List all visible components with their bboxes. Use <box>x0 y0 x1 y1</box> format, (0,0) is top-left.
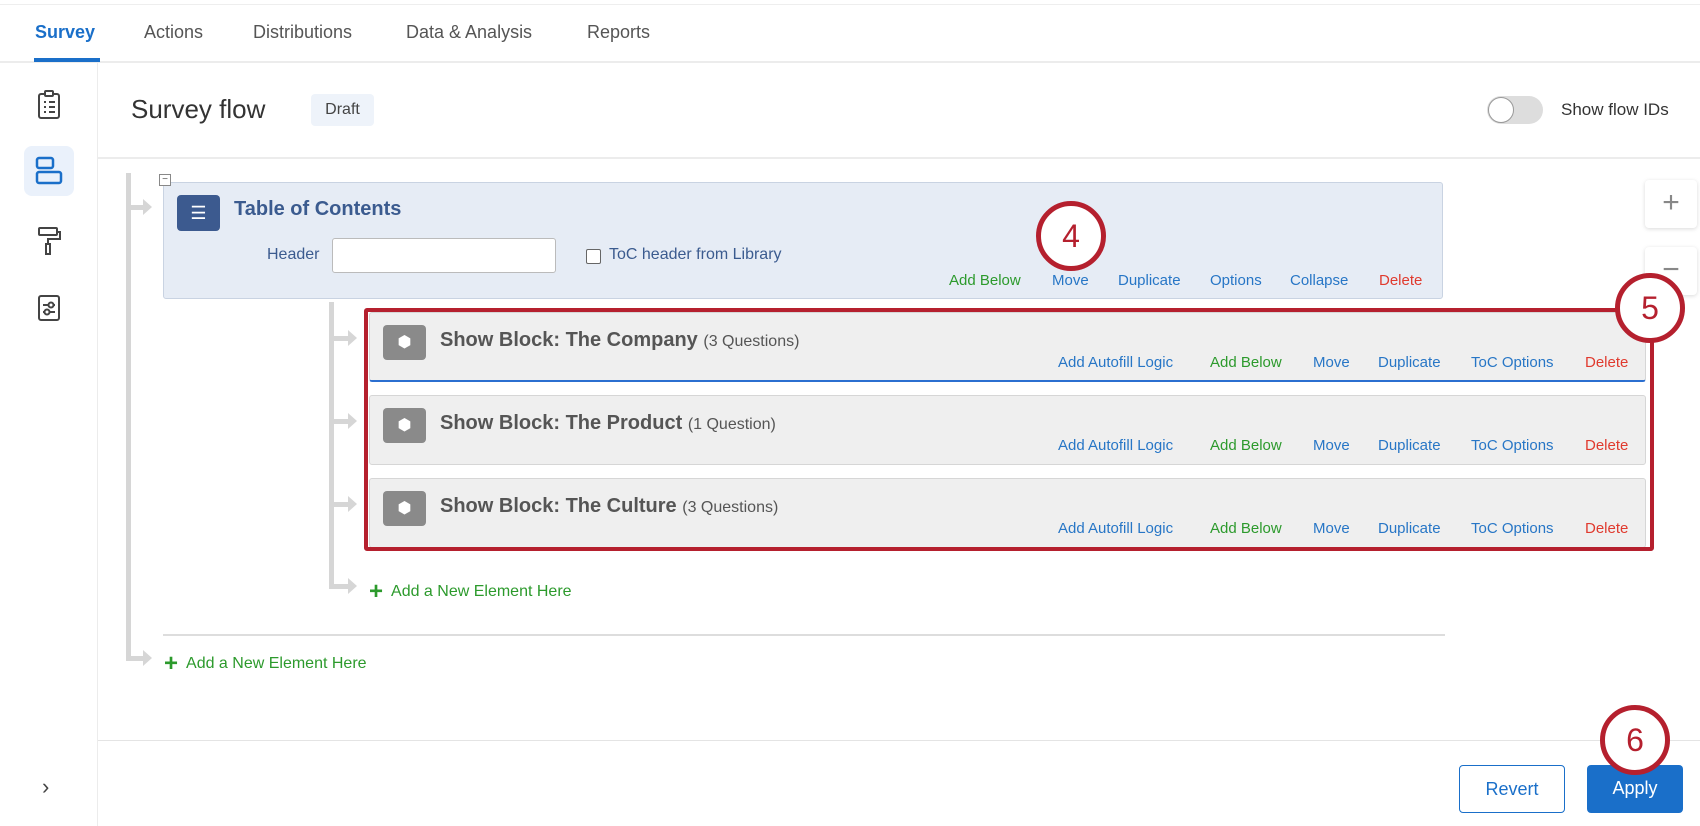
flow-arrow <box>329 330 357 346</box>
add-new-label: Add a New Element Here <box>186 655 367 672</box>
sidebar-border <box>97 62 98 826</box>
toc-options-link[interactable]: ToC Options <box>1471 354 1554 371</box>
add-autofill-logic-link[interactable]: Add Autofill Logic <box>1058 437 1174 454</box>
block-cube-icon: ⬢ <box>383 408 426 443</box>
flow-arrow <box>329 496 357 512</box>
flow-arrow <box>126 199 152 215</box>
flow-arrow <box>329 413 357 429</box>
apply-button[interactable]: Apply <box>1587 765 1683 813</box>
show-block-row: ⬢ Show Block: The Company (3 Questions) <box>369 312 1646 382</box>
show-block-row: ⬢ Show Block: The Culture (3 Questions) <box>369 478 1646 548</box>
delete-link[interactable]: Delete <box>1585 520 1629 537</box>
header-label: Header <box>267 246 320 263</box>
flow-arrow <box>126 650 152 666</box>
tab-data-analysis[interactable]: Data & Analysis <box>406 22 533 42</box>
move-link[interactable]: Move <box>1052 272 1089 289</box>
question-count: (1 Question) <box>687 416 776 433</box>
show-flow-ids-toggle[interactable] <box>1487 96 1543 124</box>
move-link[interactable]: Move <box>1313 437 1350 454</box>
tab-survey[interactable]: Survey <box>35 22 96 42</box>
block-name: Show Block: The Culture <box>440 495 677 517</box>
collapse-toggle-icon[interactable]: − <box>159 174 171 186</box>
delete-link[interactable]: Delete <box>1585 437 1629 454</box>
plus-icon: + <box>164 650 179 677</box>
nested-flow-line <box>329 302 334 586</box>
question-count: (3 Questions) <box>682 499 779 516</box>
zoom-in-button[interactable]: + <box>1645 180 1697 228</box>
toggle-knob <box>1488 97 1514 123</box>
add-below-link[interactable]: Add Below <box>1210 354 1282 371</box>
duplicate-link[interactable]: Duplicate <box>1378 437 1441 454</box>
add-below-link[interactable]: Add Below <box>949 272 1021 289</box>
top-border <box>0 4 1700 5</box>
block-cube-icon: ⬢ <box>383 325 426 360</box>
delete-link[interactable]: Delete <box>1585 354 1629 371</box>
survey-flow-icon[interactable] <box>34 156 64 186</box>
add-autofill-logic-link[interactable]: Add Autofill Logic <box>1058 520 1174 537</box>
toc-title: Table of Contents <box>234 198 402 220</box>
annotation-5: 5 <box>1615 273 1685 343</box>
paint-roller-icon[interactable] <box>34 226 64 256</box>
add-below-link[interactable]: Add Below <box>1210 437 1282 454</box>
plus-icon: + <box>369 578 384 605</box>
add-new-element-link[interactable]: + Add a New Element Here <box>164 650 367 678</box>
settings-sliders-icon[interactable] <box>34 293 64 323</box>
tab-distributions[interactable]: Distributions <box>253 22 353 42</box>
annotation-4: 4 <box>1036 201 1106 271</box>
tab-actions[interactable]: Actions <box>144 22 204 42</box>
active-tab-indicator <box>34 58 100 62</box>
flow-separator <box>163 634 1445 636</box>
block-title: Show Block: The Product (1 Question) <box>440 412 776 435</box>
list-icon: ☰ <box>177 195 220 231</box>
block-title: Show Block: The Company (3 Questions) <box>440 329 799 352</box>
add-below-link[interactable]: Add Below <box>1210 520 1282 537</box>
show-flow-ids-label: Show flow IDs <box>1561 100 1669 119</box>
annotation-6: 6 <box>1600 705 1670 775</box>
toc-header-library-checkbox[interactable] <box>586 249 601 264</box>
tab-bar-border <box>0 61 1700 63</box>
question-count: (3 Questions) <box>703 333 800 350</box>
tab-reports[interactable]: Reports <box>587 22 651 42</box>
status-badge: Draft <box>311 94 374 126</box>
add-autofill-logic-link[interactable]: Add Autofill Logic <box>1058 354 1174 371</box>
toc-options-link[interactable]: ToC Options <box>1471 520 1554 537</box>
footer-divider <box>98 740 1700 741</box>
clipboard-icon[interactable] <box>34 90 64 120</box>
block-name: Show Block: The Company <box>440 329 698 351</box>
options-link[interactable]: Options <box>1210 272 1262 289</box>
annotation-highlight-box <box>364 308 1654 551</box>
toc-options-link[interactable]: ToC Options <box>1471 437 1554 454</box>
duplicate-link[interactable]: Duplicate <box>1378 354 1441 371</box>
revert-button[interactable]: Revert <box>1459 765 1565 813</box>
page-title: Survey flow <box>131 94 266 124</box>
block-title: Show Block: The Culture (3 Questions) <box>440 495 778 518</box>
toc-header-library-label: ToC header from Library <box>609 246 782 263</box>
flow-arrow <box>329 578 357 594</box>
block-name: Show Block: The Product <box>440 412 683 434</box>
flow-line <box>126 173 131 659</box>
move-link[interactable]: Move <box>1313 520 1350 537</box>
header-input[interactable] <box>332 238 556 273</box>
header-divider <box>98 157 1700 159</box>
block-cube-icon: ⬢ <box>383 491 426 526</box>
duplicate-link[interactable]: Duplicate <box>1378 520 1441 537</box>
move-link[interactable]: Move <box>1313 354 1350 371</box>
add-new-element-nested-link[interactable]: + Add a New Element Here <box>369 578 572 606</box>
duplicate-link[interactable]: Duplicate <box>1118 272 1181 289</box>
collapse-link[interactable]: Collapse <box>1290 272 1349 289</box>
show-block-row: ⬢ Show Block: The Product (1 Question) <box>369 395 1646 465</box>
add-new-label: Add a New Element Here <box>391 583 572 600</box>
expand-sidebar-chevron-icon[interactable]: › <box>42 774 50 799</box>
delete-link[interactable]: Delete <box>1379 272 1423 289</box>
